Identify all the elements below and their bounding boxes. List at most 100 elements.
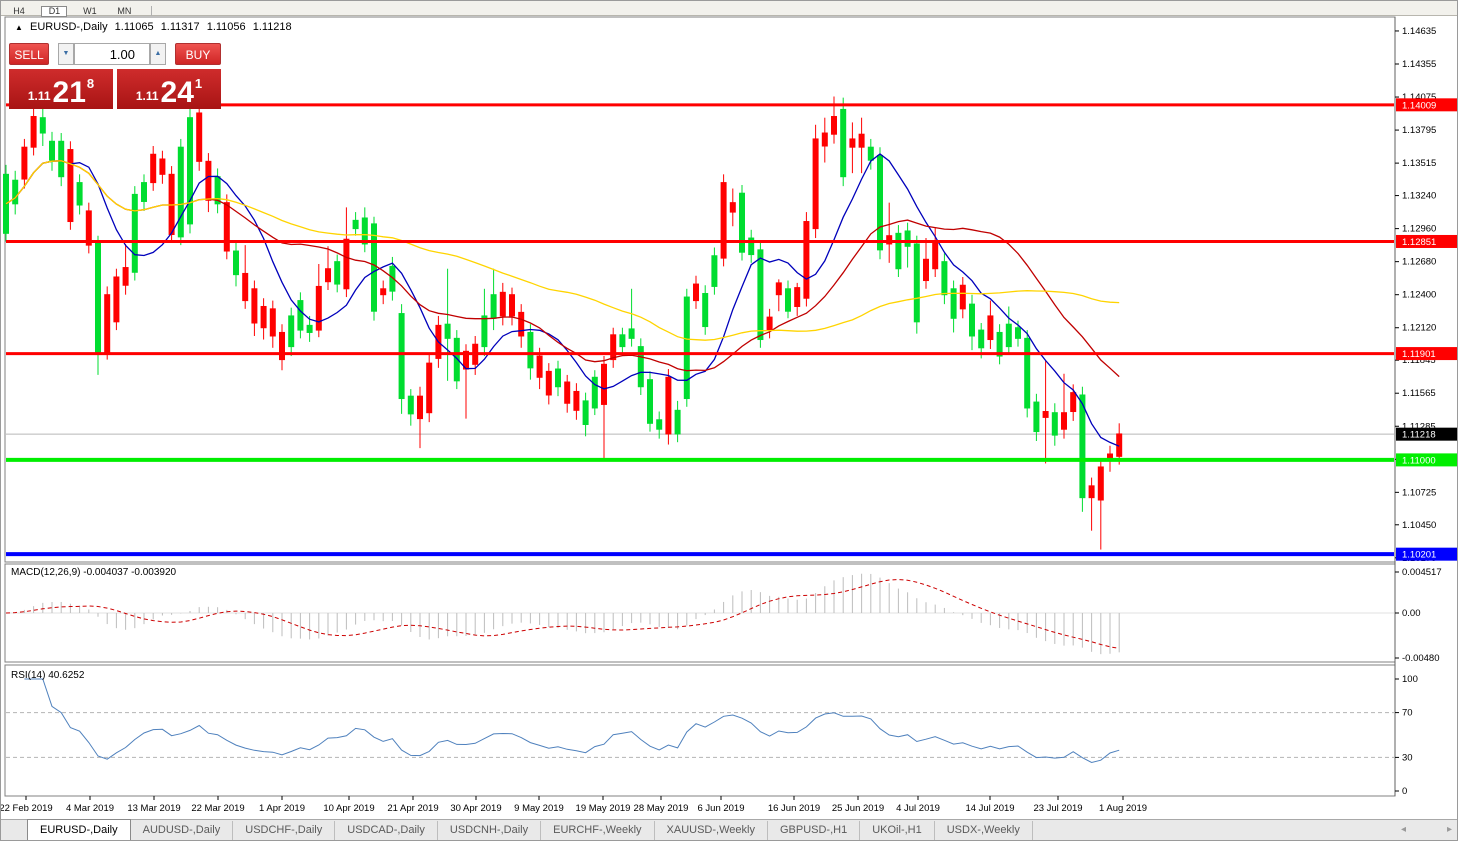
tab-usdchf-daily[interactable]: USDCHF-,Daily — [233, 821, 336, 840]
one-click-trading-panel: SELL ▼ ▲ BUY 1.11 21 8 1.11 24 1 — [9, 41, 221, 109]
svg-text:0.00: 0.00 — [1402, 608, 1421, 619]
svg-text:1.11000: 1.11000 — [1402, 455, 1436, 466]
tab-eurchf-weekly[interactable]: EURCHF-,Weekly — [541, 821, 655, 840]
tab-usdcnh-daily[interactable]: USDCNH-,Daily — [438, 821, 542, 840]
timeframe-w1-button[interactable]: W1 — [83, 6, 97, 16]
svg-text:70: 70 — [1402, 708, 1413, 719]
buy-price-big: 24 — [160, 76, 194, 109]
svg-text:1 Apr 2019: 1 Apr 2019 — [259, 803, 305, 814]
svg-text:6 Jun 2019: 6 Jun 2019 — [697, 803, 744, 814]
svg-text:1.14635: 1.14635 — [1402, 26, 1436, 37]
sell-price-big: 21 — [52, 76, 86, 109]
macd-indicator-label: MACD(12,26,9) -0.004037 -0.003920 — [11, 567, 177, 578]
svg-text:1.12680: 1.12680 — [1402, 257, 1436, 268]
svg-text:30 Apr 2019: 30 Apr 2019 — [450, 803, 501, 814]
svg-text:1.14009: 1.14009 — [1402, 100, 1436, 111]
svg-text:-0.00480: -0.00480 — [1402, 653, 1440, 664]
macd-signal-line — [5, 578, 1120, 649]
timeframe-h4-button[interactable]: H4 — [13, 6, 25, 16]
ma-slow-line — [5, 160, 1120, 341]
toolbar-separator — [150, 6, 152, 16]
svg-text:1.14355: 1.14355 — [1402, 59, 1436, 70]
svg-text:1.12851: 1.12851 — [1402, 237, 1436, 248]
svg-text:1.11285: 1.11285 — [1402, 421, 1436, 432]
tab-scroll-left-icon[interactable]: ◂ — [1401, 824, 1407, 835]
svg-text:1.13240: 1.13240 — [1402, 191, 1436, 202]
symbol-period-label: EURUSD-,Daily — [29, 21, 108, 33]
svg-text:100: 100 — [1402, 674, 1418, 685]
rsi-line — [24, 678, 1120, 764]
tab-audusd-daily[interactable]: AUDUSD-,Daily — [131, 821, 234, 840]
buy-price-small: 1.11 — [135, 89, 159, 103]
svg-text:1.12120: 1.12120 — [1402, 323, 1436, 334]
svg-text:1.11565: 1.11565 — [1402, 388, 1436, 399]
ohlc-open: 1.11065 — [114, 21, 154, 33]
svg-text:28 May 2019: 28 May 2019 — [634, 803, 689, 814]
tab-gbpusd-h1[interactable]: GBPUSD-,H1 — [768, 821, 861, 840]
current-price-chip: 1.11218 — [1396, 427, 1457, 441]
svg-text:13 Mar 2019: 13 Mar 2019 — [127, 803, 180, 814]
ohlc-close: 1.11218 — [252, 21, 292, 33]
rsi-axis: 100 70 30 0 — [1395, 674, 1418, 797]
svg-text:1.12960: 1.12960 — [1402, 224, 1436, 235]
ohlc-low: 1.11056 — [206, 21, 246, 33]
svg-text:9 May 2019: 9 May 2019 — [514, 803, 564, 814]
tab-eurusd-daily[interactable]: EURUSD-,Daily — [27, 819, 131, 840]
svg-text:0.004517: 0.004517 — [1402, 567, 1442, 578]
svg-text:21 Apr 2019: 21 Apr 2019 — [387, 803, 438, 814]
sell-price-quote[interactable]: 1.11 21 8 — [9, 69, 113, 109]
svg-text:1.12400: 1.12400 — [1402, 290, 1436, 301]
svg-text:4 Mar 2019: 4 Mar 2019 — [66, 803, 114, 814]
svg-text:1.10725: 1.10725 — [1402, 487, 1436, 498]
main-panel-frame — [4, 16, 1396, 563]
svg-text:16 Jun 2019: 16 Jun 2019 — [768, 803, 820, 814]
svg-text:0: 0 — [1402, 786, 1407, 797]
tab-ukoil-h1[interactable]: UKOil-,H1 — [860, 821, 935, 840]
svg-text:22 Feb 2019: 22 Feb 2019 — [1, 803, 53, 814]
rsi-panel-frame — [4, 664, 1396, 797]
buy-price-quote[interactable]: 1.11 24 1 — [117, 69, 221, 109]
lot-decrease-button[interactable]: ▼ — [58, 43, 74, 65]
ohlc-high: 1.11317 — [160, 21, 200, 33]
svg-text:1.10201: 1.10201 — [1402, 550, 1436, 561]
svg-text:1.11845: 1.11845 — [1402, 355, 1436, 366]
svg-text:30: 30 — [1402, 752, 1413, 763]
svg-text:1 Aug 2019: 1 Aug 2019 — [1099, 803, 1147, 814]
tab-usdx-weekly[interactable]: USDX-,Weekly — [935, 821, 1033, 840]
timeframe-d1-button[interactable]: D1 — [41, 6, 68, 17]
svg-text:4 Jul 2019: 4 Jul 2019 — [896, 803, 940, 814]
svg-text:10 Apr 2019: 10 Apr 2019 — [323, 803, 374, 814]
sell-price-sup: 8 — [86, 76, 95, 91]
sell-price-small: 1.11 — [27, 89, 51, 103]
svg-text:14 Jul 2019: 14 Jul 2019 — [965, 803, 1014, 814]
timeframe-mn-button[interactable]: MN — [117, 6, 132, 16]
svg-text:1.10450: 1.10450 — [1402, 520, 1436, 531]
tab-scroll-right-icon[interactable]: ▸ — [1447, 824, 1453, 835]
tab-usdcad-daily[interactable]: USDCAD-,Daily — [335, 821, 438, 840]
svg-text:22 Mar 2019: 22 Mar 2019 — [191, 803, 244, 814]
buy-button[interactable]: BUY — [175, 43, 221, 65]
svg-text:1.11901: 1.11901 — [1402, 349, 1436, 360]
lot-increase-button[interactable]: ▲ — [150, 43, 166, 65]
svg-text:25 Jun 2019: 25 Jun 2019 — [832, 803, 884, 814]
collapse-trade-panel-icon[interactable]: ▲ — [15, 23, 23, 32]
level-lines: 1.14009 1.12851 1.11901 1.11000 1.10201 — [6, 98, 1457, 561]
timeframe-toolbar: H4 D1 W1 MN — [1, 1, 1457, 17]
svg-text:23 Jul 2019: 23 Jul 2019 — [1033, 803, 1082, 814]
buy-price-sup: 1 — [194, 76, 203, 91]
chart-title: ▲ EURUSD-,Daily 1.11065 1.11317 1.11056 … — [15, 21, 296, 33]
date-axis: 22 Feb 2019 4 Mar 2019 13 Mar 2019 22 Mar 2… — [1, 796, 1147, 814]
svg-text:1.13795: 1.13795 — [1402, 125, 1436, 136]
rsi-indicator-label: RSI(14) 40.6252 — [11, 670, 85, 681]
chart-tab-bar: EURUSD-,Daily AUDUSD-,Daily USDCHF-,Daily U… — [1, 819, 1457, 840]
macd-axis: 0.004517 0.00 -0.00480 — [1395, 567, 1442, 664]
sell-button[interactable]: SELL — [9, 43, 49, 65]
svg-text:19 May 2019: 19 May 2019 — [576, 803, 631, 814]
tab-xauusd-weekly[interactable]: XAUUSD-,Weekly — [655, 821, 768, 840]
lot-size-input[interactable] — [74, 43, 150, 65]
price-chart[interactable]: 1.14635 1.14355 1.14075 1.13795 1.13515 1.132… — [1, 1, 1458, 819]
svg-text:1.11218: 1.11218 — [1402, 430, 1436, 441]
svg-text:1.14075: 1.14075 — [1402, 92, 1436, 103]
svg-text:1.13515: 1.13515 — [1402, 158, 1436, 169]
